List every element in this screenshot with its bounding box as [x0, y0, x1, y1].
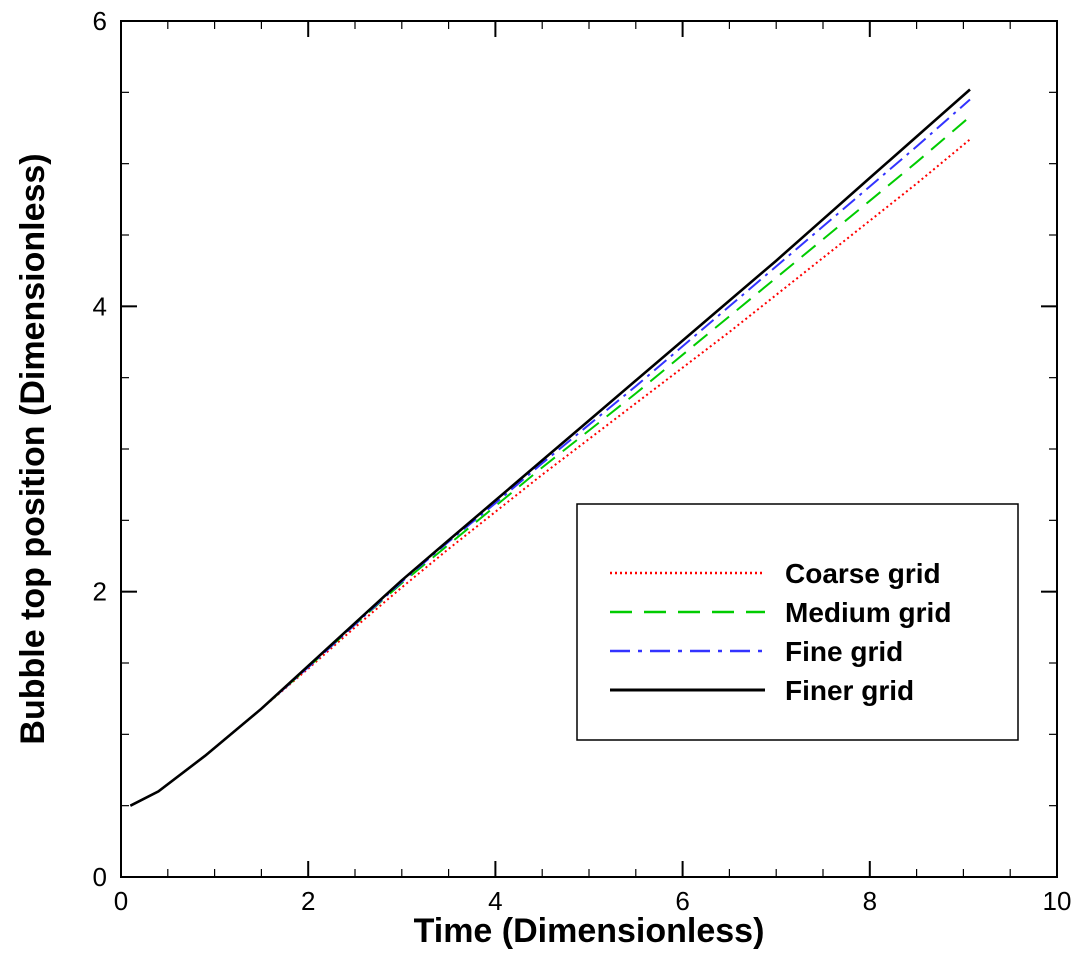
x-tick-label: 0: [114, 886, 128, 916]
legend-entries: Coarse grid Medium grid Fine grid Finer gri…: [610, 558, 951, 706]
y-tick-label: 4: [93, 291, 107, 321]
legend-box: [576, 503, 1019, 741]
y-tick-label: 6: [93, 6, 107, 36]
y-tick-label: 0: [93, 862, 107, 892]
series-lines: [129, 88, 971, 807]
tick-labels: 0 2 4 6 8 10 0 2 4 6: [93, 6, 1072, 916]
series-line-medium-grid: [129, 115, 971, 807]
x-tick-label: 10: [1043, 886, 1072, 916]
y-axis-title: Bubble top position (Dimensionless): [14, 153, 52, 744]
plot-frame: [120, 20, 1058, 878]
x-tick-label: 4: [488, 886, 502, 916]
series-line-finer-grid: [129, 88, 971, 807]
axis-ticks: [120, 20, 1058, 878]
x-axis-title: Time (Dimensionless): [414, 912, 765, 950]
legend-label-fine-grid: Fine grid: [785, 636, 903, 667]
legend: Coarse grid Medium grid Fine grid Finer gri…: [576, 503, 1019, 741]
legend-label-finer-grid: Finer grid: [785, 675, 914, 706]
legend-label-coarse-grid: Coarse grid: [785, 558, 941, 589]
legend-label-medium-grid: Medium grid: [785, 597, 951, 628]
x-tick-label: 8: [863, 886, 877, 916]
y-tick-label: 2: [93, 577, 107, 607]
x-tick-label: 2: [301, 886, 315, 916]
x-tick-label: 6: [675, 886, 689, 916]
